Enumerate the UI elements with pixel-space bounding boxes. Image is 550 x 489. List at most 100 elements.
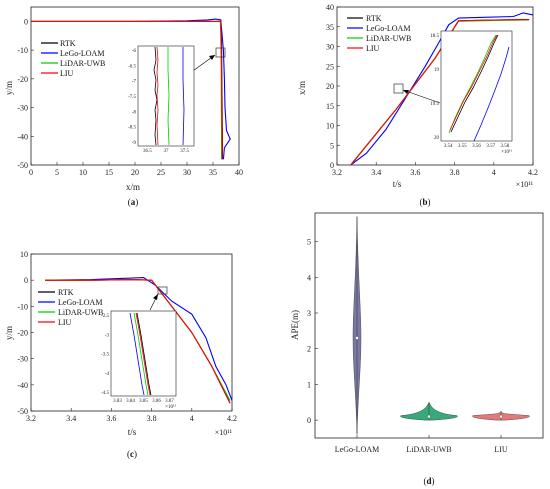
inset-c-liu: [135, 312, 151, 396]
panel-b: 3.2 3.4 3.6 3.8 4 4.2 0 5 10 15 20 25 30 35 40 t/s ×10…: [297, 3, 538, 207]
legend-label-lidar: LiDAR-UWB: [60, 59, 105, 68]
inset-ytick-label: 19.5: [430, 102, 439, 107]
panel-label-d: (d): [423, 476, 434, 486]
series-liu-line: [45, 279, 231, 404]
inset-b-lego: [473, 46, 510, 142]
ytick-label: 40: [326, 3, 334, 12]
inset-b-lidar: [448, 34, 497, 134]
legend-c: RTK LeGo-LOAM LiDAR-UWB LIU: [36, 285, 103, 327]
xtick-label: 15: [105, 168, 113, 177]
xtick-label: 40: [235, 168, 243, 177]
ytick-label: -20: [17, 75, 28, 84]
xtick-label: 3.2: [332, 168, 342, 177]
inset-ytick-label: 20: [434, 136, 440, 141]
inset-ytick-label: -7.5: [128, 95, 136, 100]
category-label: LeGo-LOAM: [335, 445, 379, 454]
legend-label-rtk: RTK: [366, 14, 382, 23]
panel-label-a: (a): [128, 197, 139, 207]
legend-label-liu: LIU: [58, 318, 72, 327]
inset-ytick-label: -6: [132, 49, 137, 54]
panel-a: 0 5 10 15 20 25 30 35 40 0 -10 -20 -30 -40 -50 x/m y/m…: [4, 6, 243, 207]
inset-xtick-label: 3.87: [165, 399, 174, 404]
xtick-label: 0: [29, 168, 33, 177]
inset-a-liu: [156, 46, 159, 146]
ytick-label: 5: [307, 238, 311, 247]
ytick-label: 25: [326, 62, 334, 71]
zoom-arrowhead-c: [153, 294, 158, 300]
ylabel-d: APE(m): [290, 310, 300, 340]
ytick-label: 0: [24, 276, 28, 285]
inset-c: 3.83 3.84 3.85 3.86 3.87 -2.5 -3 -3.5 -4 -4.5 ×10¹…: [101, 310, 176, 410]
zoom-box-a: [215, 47, 226, 58]
inset-ytick-label: -8.5: [128, 126, 136, 131]
inset-ytick-label: -7: [132, 80, 137, 85]
violin-median: [499, 414, 503, 419]
inset-xtick-label: 36.5: [143, 149, 152, 154]
inset-ytick-label: -6.5: [128, 64, 136, 69]
zoom-arrowhead-a: [209, 55, 215, 60]
inset-b-rtk: [450, 34, 499, 133]
xtick-label: 3.8: [450, 168, 460, 177]
inset-xexp: ×10¹¹: [501, 149, 512, 155]
inset-c-rtk: [136, 312, 152, 396]
ytick-label: 1: [307, 380, 311, 389]
ytick-label: -10: [17, 302, 28, 311]
xtick-label: 20: [131, 168, 139, 177]
zoom-arrowhead-b: [403, 90, 409, 94]
xtick-label: 4.2: [528, 168, 538, 177]
inset-xexp: ×10¹¹: [165, 404, 176, 410]
ytick-label: -30: [17, 355, 28, 364]
inset-a-lidar: [167, 47, 170, 146]
ytick-label: 0: [24, 17, 28, 26]
legend-b: RTK LeGo-LOAM LiDAR-UWB LIU: [346, 12, 411, 53]
legend-a: RTK LeGo-LOAM LiDAR-UWB LIU: [39, 37, 105, 78]
ytick-label: -40: [17, 381, 28, 390]
ytick-label: 35: [326, 23, 334, 32]
inset-a-rtk: [153, 46, 158, 146]
inset-b-liu: [449, 34, 498, 131]
ytick-label: 5: [330, 141, 334, 150]
inset-ytick-label: -4.5: [101, 391, 109, 396]
inset-ytick-label: -3: [105, 333, 110, 338]
ytick-label: -50: [17, 407, 28, 416]
xlabel-c: t/s: [128, 427, 137, 437]
legend-label-rtk: RTK: [60, 39, 76, 48]
ytick-label: -40: [17, 132, 28, 141]
inset-ytick-label: -8: [132, 110, 137, 115]
xtick-label: 3.4: [66, 414, 76, 423]
inset-xtick-label: 3.85: [139, 399, 148, 404]
xtick-label: 25: [157, 168, 165, 177]
xtick-label: 4: [492, 168, 496, 177]
ylabel-b: x/m: [297, 81, 307, 95]
inset-a: 36.5 37 37.5 -6 -6.5 -7 -7.5 -8 -8.5 -9: [128, 45, 195, 154]
legend-label-lego: LeGo-LOAM: [366, 24, 410, 33]
xlabel-b: t/s: [393, 179, 402, 189]
zoom-box-c: [157, 286, 168, 295]
violin-median: [427, 414, 431, 419]
inset-xtick-label: 3.55: [458, 144, 467, 149]
xtick-label: 3.6: [106, 414, 116, 423]
ylabel-c: y/m: [4, 326, 14, 340]
ytick-label: 3: [307, 309, 311, 318]
legend-label-liu: LIU: [366, 44, 380, 53]
ytick-label: -30: [17, 104, 28, 113]
xtick-label: 3.6: [410, 168, 420, 177]
ytick-label: 10: [326, 122, 334, 131]
legend-label-lidar: LiDAR-UWB: [58, 308, 103, 317]
ylabel-a: y/m: [4, 81, 14, 95]
ytick-label: 4: [307, 273, 311, 282]
xtick-label: 35: [209, 168, 217, 177]
series-lego-loam-line: [45, 277, 233, 401]
inset-xtick-label: 37: [164, 149, 170, 154]
panel-label-b: (b): [419, 197, 430, 207]
legend-label-rtk: RTK: [58, 288, 74, 297]
inset-xtick-label: 3.54: [444, 144, 453, 149]
xlabel-a: x/m: [126, 182, 140, 192]
xtick-label: 3.4: [371, 168, 381, 177]
xtick-label: 3.2: [26, 414, 36, 423]
inset-ytick-label: 18.5: [430, 34, 439, 39]
legend-label-lego: LeGo-LOAM: [60, 49, 104, 58]
inset-xtick-label: 3.56: [472, 144, 481, 149]
ytick-label: 20: [326, 82, 334, 91]
